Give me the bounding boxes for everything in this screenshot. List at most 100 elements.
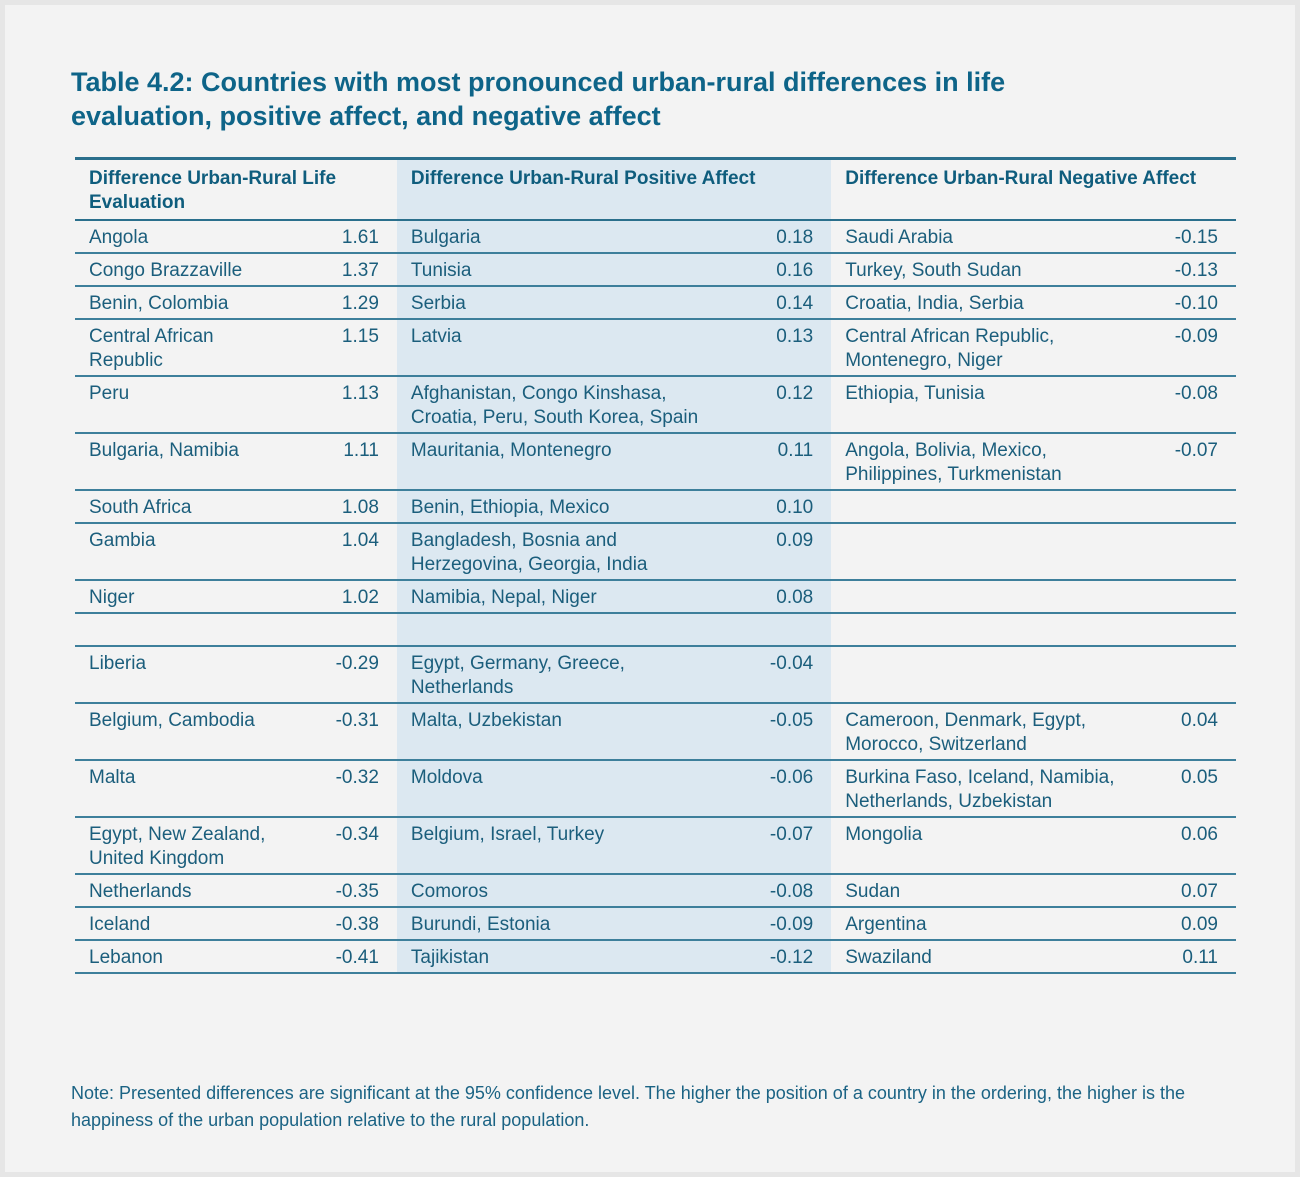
life-evaluation-country: Egypt, New Zealand, United Kingdom — [75, 817, 305, 875]
table-row: Central African Republic 1.15 Latvia 0.13 Ce… — [75, 319, 1236, 377]
negative-affect-country: Cameroon, Denmark, Egypt, Morocco, Switz… — [831, 703, 1144, 761]
positive-affect-country: Belgium, Israel, Turkey — [396, 817, 740, 875]
life-evaluation-country — [75, 613, 305, 647]
table-row: Congo Brazzaville 1.37 Tunisia 0.16 Turkey, … — [75, 253, 1236, 287]
life-evaluation-country: Lebanon — [75, 940, 305, 974]
positive-affect-value: -0.06 — [739, 760, 832, 818]
page: Table 4.2: Countries with most pronounce… — [5, 5, 1295, 1172]
positive-affect-value: -0.09 — [739, 907, 832, 941]
table-row: Benin, Colombia 1.29 Serbia 0.14 Croatia, In… — [75, 286, 1236, 320]
negative-affect-country — [831, 646, 1144, 704]
negative-affect-value: 0.07 — [1144, 874, 1236, 908]
negative-affect-country — [831, 580, 1144, 614]
positive-affect-value: 0.11 — [739, 433, 832, 491]
positive-affect-country: Namibia, Nepal, Niger — [396, 580, 740, 614]
life-evaluation-country: Central African Republic — [75, 319, 305, 377]
negative-affect-country: Angola, Bolivia, Mexico, Philippines, Tu… — [831, 433, 1144, 491]
positive-affect-country: Mauritania, Montenegro — [396, 433, 740, 491]
table-row — [75, 613, 1236, 647]
life-evaluation-country: Angola — [75, 220, 305, 254]
life-evaluation-value — [304, 613, 397, 647]
positive-affect-country: Tunisia — [396, 253, 740, 287]
positive-affect-country: Bulgaria — [396, 220, 740, 254]
life-evaluation-value: 1.13 — [304, 376, 397, 434]
life-evaluation-value: 1.29 — [304, 286, 397, 320]
table-row: Niger 1.02 Namibia, Nepal, Niger 0.08 — [75, 580, 1236, 614]
negative-affect-country: Mongolia — [831, 817, 1144, 875]
header-row: Difference Urban-Rural Life Evaluation D… — [75, 158, 1236, 221]
negative-affect-value: 0.05 — [1144, 760, 1236, 818]
life-evaluation-country: Congo Brazzaville — [75, 253, 305, 287]
positive-affect-value: 0.09 — [739, 523, 832, 581]
positive-affect-value: 0.08 — [739, 580, 832, 614]
table-row: Bulgaria, Namibia 1.11 Mauritania, Montene… — [75, 433, 1236, 491]
negative-affect-value: -0.08 — [1144, 376, 1236, 434]
life-evaluation-value: 1.02 — [304, 580, 397, 614]
life-evaluation-country: Malta — [75, 760, 305, 818]
table-row: Belgium, Cambodia -0.31 Malta, Uzbekistan -… — [75, 703, 1236, 761]
negative-affect-value: -0.09 — [1144, 319, 1236, 377]
positive-affect-value: -0.12 — [739, 940, 832, 974]
life-evaluation-country: Netherlands — [75, 874, 305, 908]
life-evaluation-country: Bulgaria, Namibia — [75, 433, 305, 491]
positive-affect-country: Serbia — [396, 286, 740, 320]
negative-affect-value: 0.06 — [1144, 817, 1236, 875]
life-evaluation-country: South Africa — [75, 490, 305, 524]
life-evaluation-value: -0.41 — [304, 940, 397, 974]
life-evaluation-value: 1.04 — [304, 523, 397, 581]
negative-affect-value: 0.11 — [1144, 940, 1236, 974]
life-evaluation-value: 1.15 — [304, 319, 397, 377]
positive-affect-country: Egypt, Germany, Greece, Netherlands — [396, 646, 740, 704]
life-evaluation-country: Iceland — [75, 907, 305, 941]
negative-affect-country: Central African Republic, Montenegro, Ni… — [831, 319, 1144, 377]
table-row: Gambia 1.04 Bangladesh, Bosnia and Herzego… — [75, 523, 1236, 581]
negative-affect-value — [1144, 646, 1236, 704]
negative-affect-country: Turkey, South Sudan — [831, 253, 1144, 287]
life-evaluation-value: -0.34 — [304, 817, 397, 875]
positive-affect-country: Afghanistan, Congo Kinshasa, Croatia, Pe… — [396, 376, 740, 434]
table-row: Angola 1.61 Bulgaria 0.18 Saudi Arabia -0.15 — [75, 220, 1236, 254]
negative-affect-country: Argentina — [831, 907, 1144, 941]
positive-affect-value: -0.08 — [739, 874, 832, 908]
negative-affect-country — [831, 613, 1144, 647]
negative-affect-value: 0.04 — [1144, 703, 1236, 761]
negative-affect-value — [1144, 613, 1236, 647]
life-evaluation-country: Peru — [75, 376, 305, 434]
life-evaluation-value: 1.37 — [304, 253, 397, 287]
positive-affect-country — [396, 613, 740, 647]
negative-affect-country: Croatia, India, Serbia — [831, 286, 1144, 320]
negative-affect-value: 0.09 — [1144, 907, 1236, 941]
negative-affect-country — [831, 490, 1144, 524]
table-row: Iceland -0.38 Burundi, Estonia -0.09 Argenti… — [75, 907, 1236, 941]
negative-affect-country: Saudi Arabia — [831, 220, 1144, 254]
life-evaluation-value: -0.29 — [304, 646, 397, 704]
positive-affect-value: 0.16 — [739, 253, 832, 287]
life-evaluation-country: Liberia — [75, 646, 305, 704]
negative-affect-value: -0.07 — [1144, 433, 1236, 491]
positive-affect-country: Malta, Uzbekistan — [396, 703, 740, 761]
life-evaluation-country: Benin, Colombia — [75, 286, 305, 320]
life-evaluation-value: -0.31 — [304, 703, 397, 761]
positive-affect-value: 0.14 — [739, 286, 832, 320]
header-positive-affect: Difference Urban-Rural Positive Affect — [396, 158, 832, 221]
life-evaluation-value: 1.61 — [304, 220, 397, 254]
life-evaluation-country: Gambia — [75, 523, 305, 581]
negative-affect-value — [1144, 490, 1236, 524]
table-row: Egypt, New Zealand, United Kingdom -0.34 B… — [75, 817, 1236, 875]
positive-affect-value: -0.04 — [739, 646, 832, 704]
negative-affect-value: -0.13 — [1144, 253, 1236, 287]
positive-affect-country: Comoros — [396, 874, 740, 908]
life-evaluation-value: -0.38 — [304, 907, 397, 941]
positive-affect-country: Bangladesh, Bosnia and Herzegovina, Geor… — [396, 523, 740, 581]
negative-affect-country: Sudan — [831, 874, 1144, 908]
table-row: Netherlands -0.35 Comoros -0.08 Sudan 0.07 — [75, 874, 1236, 908]
table-row: Peru 1.13 Afghanistan, Congo Kinshasa, Cro… — [75, 376, 1236, 434]
positive-affect-value: 0.18 — [739, 220, 832, 254]
header-negative-affect: Difference Urban-Rural Negative Affect — [831, 158, 1236, 221]
positive-affect-value: 0.10 — [739, 490, 832, 524]
negative-affect-value — [1144, 523, 1236, 581]
header-life-evaluation: Difference Urban-Rural Life Evaluation — [75, 158, 397, 221]
positive-affect-country: Benin, Ethiopia, Mexico — [396, 490, 740, 524]
negative-affect-value — [1144, 580, 1236, 614]
positive-affect-value: -0.07 — [739, 817, 832, 875]
